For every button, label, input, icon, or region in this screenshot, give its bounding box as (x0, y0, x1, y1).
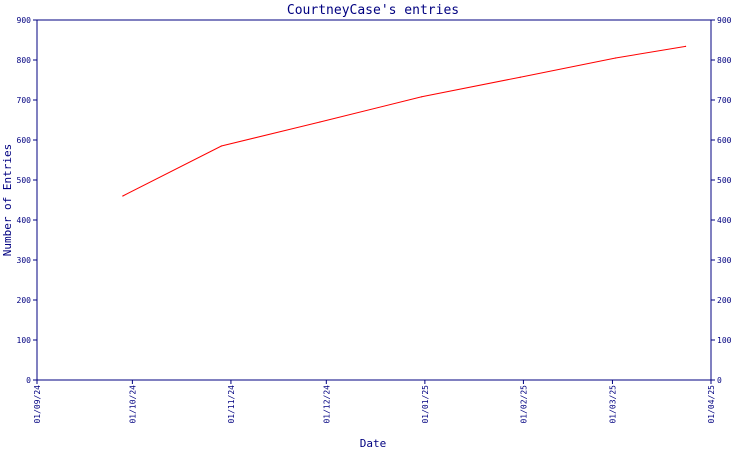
y-tick-label-left-8: 800 (17, 56, 32, 65)
y-tick-label-right-9: 900 (717, 16, 732, 25)
data-point-0-5 (615, 57, 617, 59)
y-tick-label-right-8: 800 (717, 56, 732, 65)
y-tick-label-left-6: 600 (17, 136, 32, 145)
x-axis-title: Date (360, 437, 387, 450)
y-tick-label-right-6: 600 (717, 136, 732, 145)
y-tick-label-right-7: 700 (717, 96, 732, 105)
y-tick-label-left-2: 200 (17, 296, 32, 305)
data-point-0-4 (519, 76, 521, 78)
x-tick-label-1: 01/10/24 (128, 385, 137, 424)
y-tick-label-left-1: 100 (17, 336, 32, 345)
data-point-0-3 (421, 96, 423, 98)
y-tick-label-right-5: 500 (717, 176, 732, 185)
x-tick-label-3: 01/12/24 (322, 385, 331, 424)
y-tick-label-left-0: 0 (26, 376, 31, 385)
y-tick-label-right-3: 300 (717, 256, 732, 265)
y-tick-label-right-1: 100 (717, 336, 732, 345)
data-point-0-0 (122, 195, 124, 197)
y-tick-label-left-3: 300 (17, 256, 32, 265)
y-tick-label-right-0: 0 (717, 376, 722, 385)
x-tick-label-5: 01/02/25 (519, 385, 528, 424)
x-tick-label-7: 01/04/25 (707, 385, 716, 424)
y-tick-label-left-7: 700 (17, 96, 32, 105)
chart-title: CourtneyCase's entries (287, 3, 459, 18)
y-tick-label-left-4: 400 (17, 216, 32, 225)
y-tick-label-right-2: 200 (717, 296, 732, 305)
y-axis-title: Number of Entries (1, 144, 14, 257)
x-tick-label-6: 01/03/25 (608, 385, 617, 424)
data-point-0-2 (319, 121, 321, 123)
x-tick-label-2: 01/11/24 (227, 385, 236, 424)
series-line-0 (122, 45, 686, 197)
plot-area (36, 19, 712, 381)
data-point-0-1 (220, 145, 222, 147)
y-tick-label-left-5: 500 (17, 176, 32, 185)
x-tick-label-4: 01/01/25 (421, 385, 430, 424)
x-tick-label-0: 01/09/24 (33, 385, 42, 424)
y-tick-label-right-4: 400 (717, 216, 732, 225)
y-tick-label-left-9: 900 (17, 16, 32, 25)
data-point-0-6 (684, 45, 687, 48)
